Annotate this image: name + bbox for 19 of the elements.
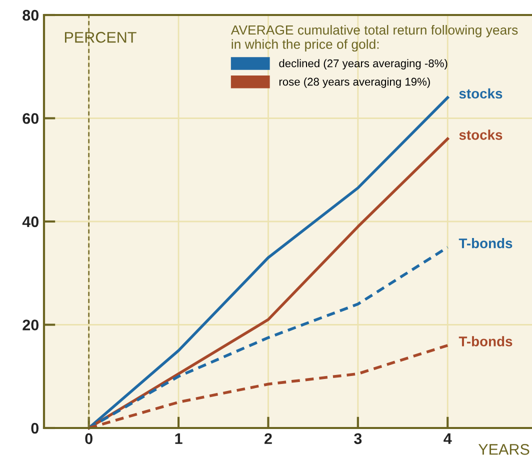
annotation: T-bonds xyxy=(458,336,512,346)
y-tick-label: 60 xyxy=(22,113,39,124)
x-tick-label: 0 xyxy=(85,433,92,444)
legend-title: AVERAGE cumulative total return following years in which the price of gold: xyxy=(230,25,518,52)
annotation: stocks xyxy=(459,88,502,99)
annotation: T-bonds xyxy=(458,238,512,248)
annotation: stocks xyxy=(459,130,502,140)
y-axis-title: PERCENT xyxy=(64,32,136,43)
x-tick-label: 3 xyxy=(354,433,362,444)
y-tick-label: 20 xyxy=(22,320,39,330)
legend-label: declined (27 years averaging -8%) xyxy=(279,59,448,70)
y-tick-label: 0 xyxy=(31,422,39,434)
legend-label: rose (28 years averaging 19%) xyxy=(279,78,430,88)
x-tick-label: 1 xyxy=(175,433,182,444)
x-tick-label: 4 xyxy=(444,433,452,444)
x-tick-label: 2 xyxy=(264,433,272,444)
y-tick-label: 40 xyxy=(22,216,39,228)
x-axis-title: YEARS xyxy=(478,444,530,455)
y-tick-label: 80 xyxy=(22,10,39,21)
